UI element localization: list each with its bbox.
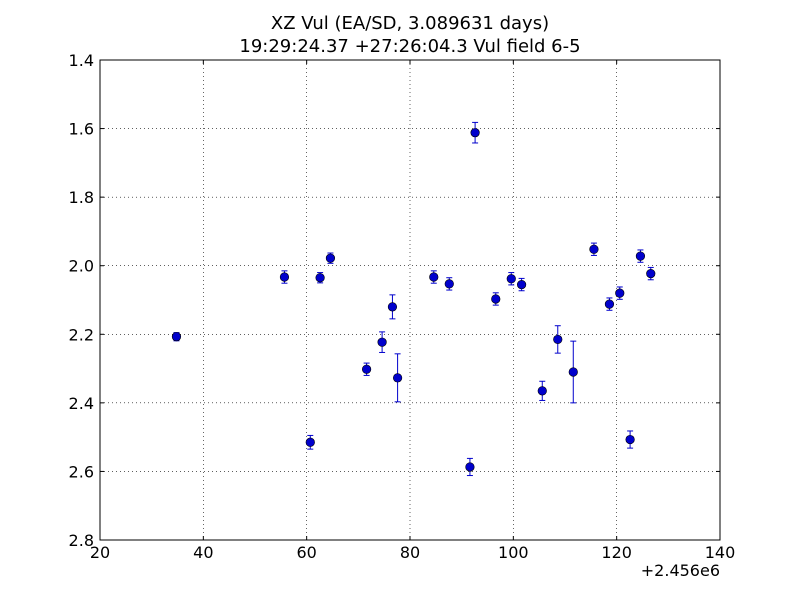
chart-title-line1: XZ Vul (EA/SD, 3.089631 days) [271,13,549,34]
point-marker [568,367,578,377]
point-marker [615,288,625,298]
axis-ticks: 20 40 60 80 100 120 140 1.4 1.6 1.8 2.0 2.2 2.4 2.6 2.… [69,51,736,562]
data-point [387,294,398,320]
point-marker [635,251,646,261]
point-marker [625,434,635,445]
x-tick-label: 40 [193,543,213,562]
chart-title-line2: 19:29:24.37 +27:26:04.3 Vul field 6-5 [239,36,580,57]
point-marker [444,279,454,289]
data-point [615,286,625,300]
x-offset-label: +2.456e6 [641,561,720,580]
data-point [568,340,578,404]
x-tick-label: 20 [90,543,110,562]
point-marker [506,274,516,284]
data-point [604,297,615,311]
point-marker [470,128,480,138]
y-tick-label: 2.4 [69,394,94,413]
grid [100,60,720,540]
data-point [315,272,325,284]
point-marker [537,386,547,396]
y-tick-label: 2.8 [69,531,94,550]
data-point [470,121,480,144]
point-marker [429,272,439,282]
x-tick-label: 80 [400,543,420,562]
data-point [393,353,403,403]
data-point [465,457,475,477]
data-point [516,277,527,292]
point-marker [171,332,182,342]
y-tick-label: 2.2 [69,325,94,344]
data-point [429,270,439,284]
point-marker [516,279,527,290]
point-marker [325,253,336,263]
y-tick-label: 1.8 [69,188,94,207]
x-tick-label: 120 [601,543,632,562]
point-marker [279,272,290,282]
point-marker [377,337,387,347]
data-point [171,332,182,342]
data-point [444,277,454,291]
data-point [589,242,599,256]
point-marker [362,364,372,374]
y-tick-label: 1.4 [69,51,94,70]
y-tick-label: 2.0 [69,257,94,276]
y-tick-label: 1.6 [69,120,94,139]
data-point [377,331,387,353]
point-marker [553,334,563,345]
point-marker [387,302,398,312]
x-tick-label: 140 [705,543,736,562]
x-tick-label: 60 [296,543,316,562]
data-point [325,252,336,264]
data-point [279,270,290,284]
data-point [625,430,635,449]
y-tick-label: 2.6 [69,462,94,481]
data-point [491,292,501,306]
data-point [506,272,516,286]
point-marker [491,294,501,304]
point-marker [465,462,475,472]
point-marker [315,273,325,283]
point-marker [646,269,656,279]
data-points [171,121,656,477]
point-marker [589,244,599,254]
point-marker [305,437,315,447]
point-marker [393,373,403,383]
data-point [362,362,372,376]
data-point [646,266,656,281]
data-point [537,380,547,401]
data-point [553,325,563,354]
data-point [305,434,315,450]
data-point [635,249,646,263]
x-tick-label: 100 [498,543,529,562]
point-marker [604,299,615,309]
